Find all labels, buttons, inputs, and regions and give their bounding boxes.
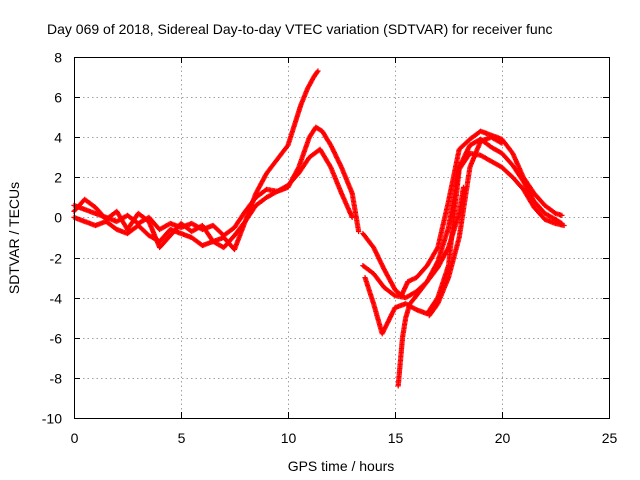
axis-ticks: 0 5 10 15 20 25 -10 -8 -6 -4 -2 0 2 4 6 8: [42, 50, 618, 447]
x-tick-label: 5: [178, 430, 186, 446]
plot-frame: [74, 57, 610, 419]
chart-title: Day 069 of 2018, Sidereal Day-to-day VTE…: [47, 21, 553, 37]
y-tick-label: 2: [54, 170, 62, 186]
series-track-1: [71, 124, 362, 239]
x-tick-label: 25: [602, 430, 618, 446]
y-tick-label: 6: [54, 90, 62, 106]
data-point: [499, 140, 505, 146]
y-tick-label: -8: [50, 371, 63, 387]
y-tick-label: 8: [54, 50, 62, 66]
series-track-8: [426, 134, 505, 319]
y-tick-label: -6: [50, 331, 63, 347]
x-tick-label: 10: [281, 430, 297, 446]
data-point: [356, 228, 362, 235]
data-point: [561, 222, 567, 229]
data-point: [391, 292, 397, 298]
y-axis-label: SDTVAR / TECUs: [6, 182, 22, 294]
y-tick-label: -10: [42, 411, 62, 427]
series-track-3: [71, 146, 355, 251]
y-tick-label: 0: [54, 210, 62, 226]
series-track-6: [362, 150, 567, 337]
x-axis-label: GPS time / hours: [288, 458, 395, 474]
y-tick-label: -4: [50, 291, 63, 307]
data-point: [315, 68, 321, 74]
x-tick-label: 0: [71, 430, 79, 446]
y-tick-label: -2: [50, 251, 63, 267]
data-point: [314, 69, 320, 75]
x-tick-label: 15: [388, 430, 404, 446]
data-point: [559, 212, 565, 218]
series-track-7: [395, 184, 467, 389]
x-tick-label: 20: [495, 430, 511, 446]
y-tick-label: 4: [54, 130, 62, 146]
data-marks: [71, 68, 567, 389]
data-point: [349, 214, 355, 220]
